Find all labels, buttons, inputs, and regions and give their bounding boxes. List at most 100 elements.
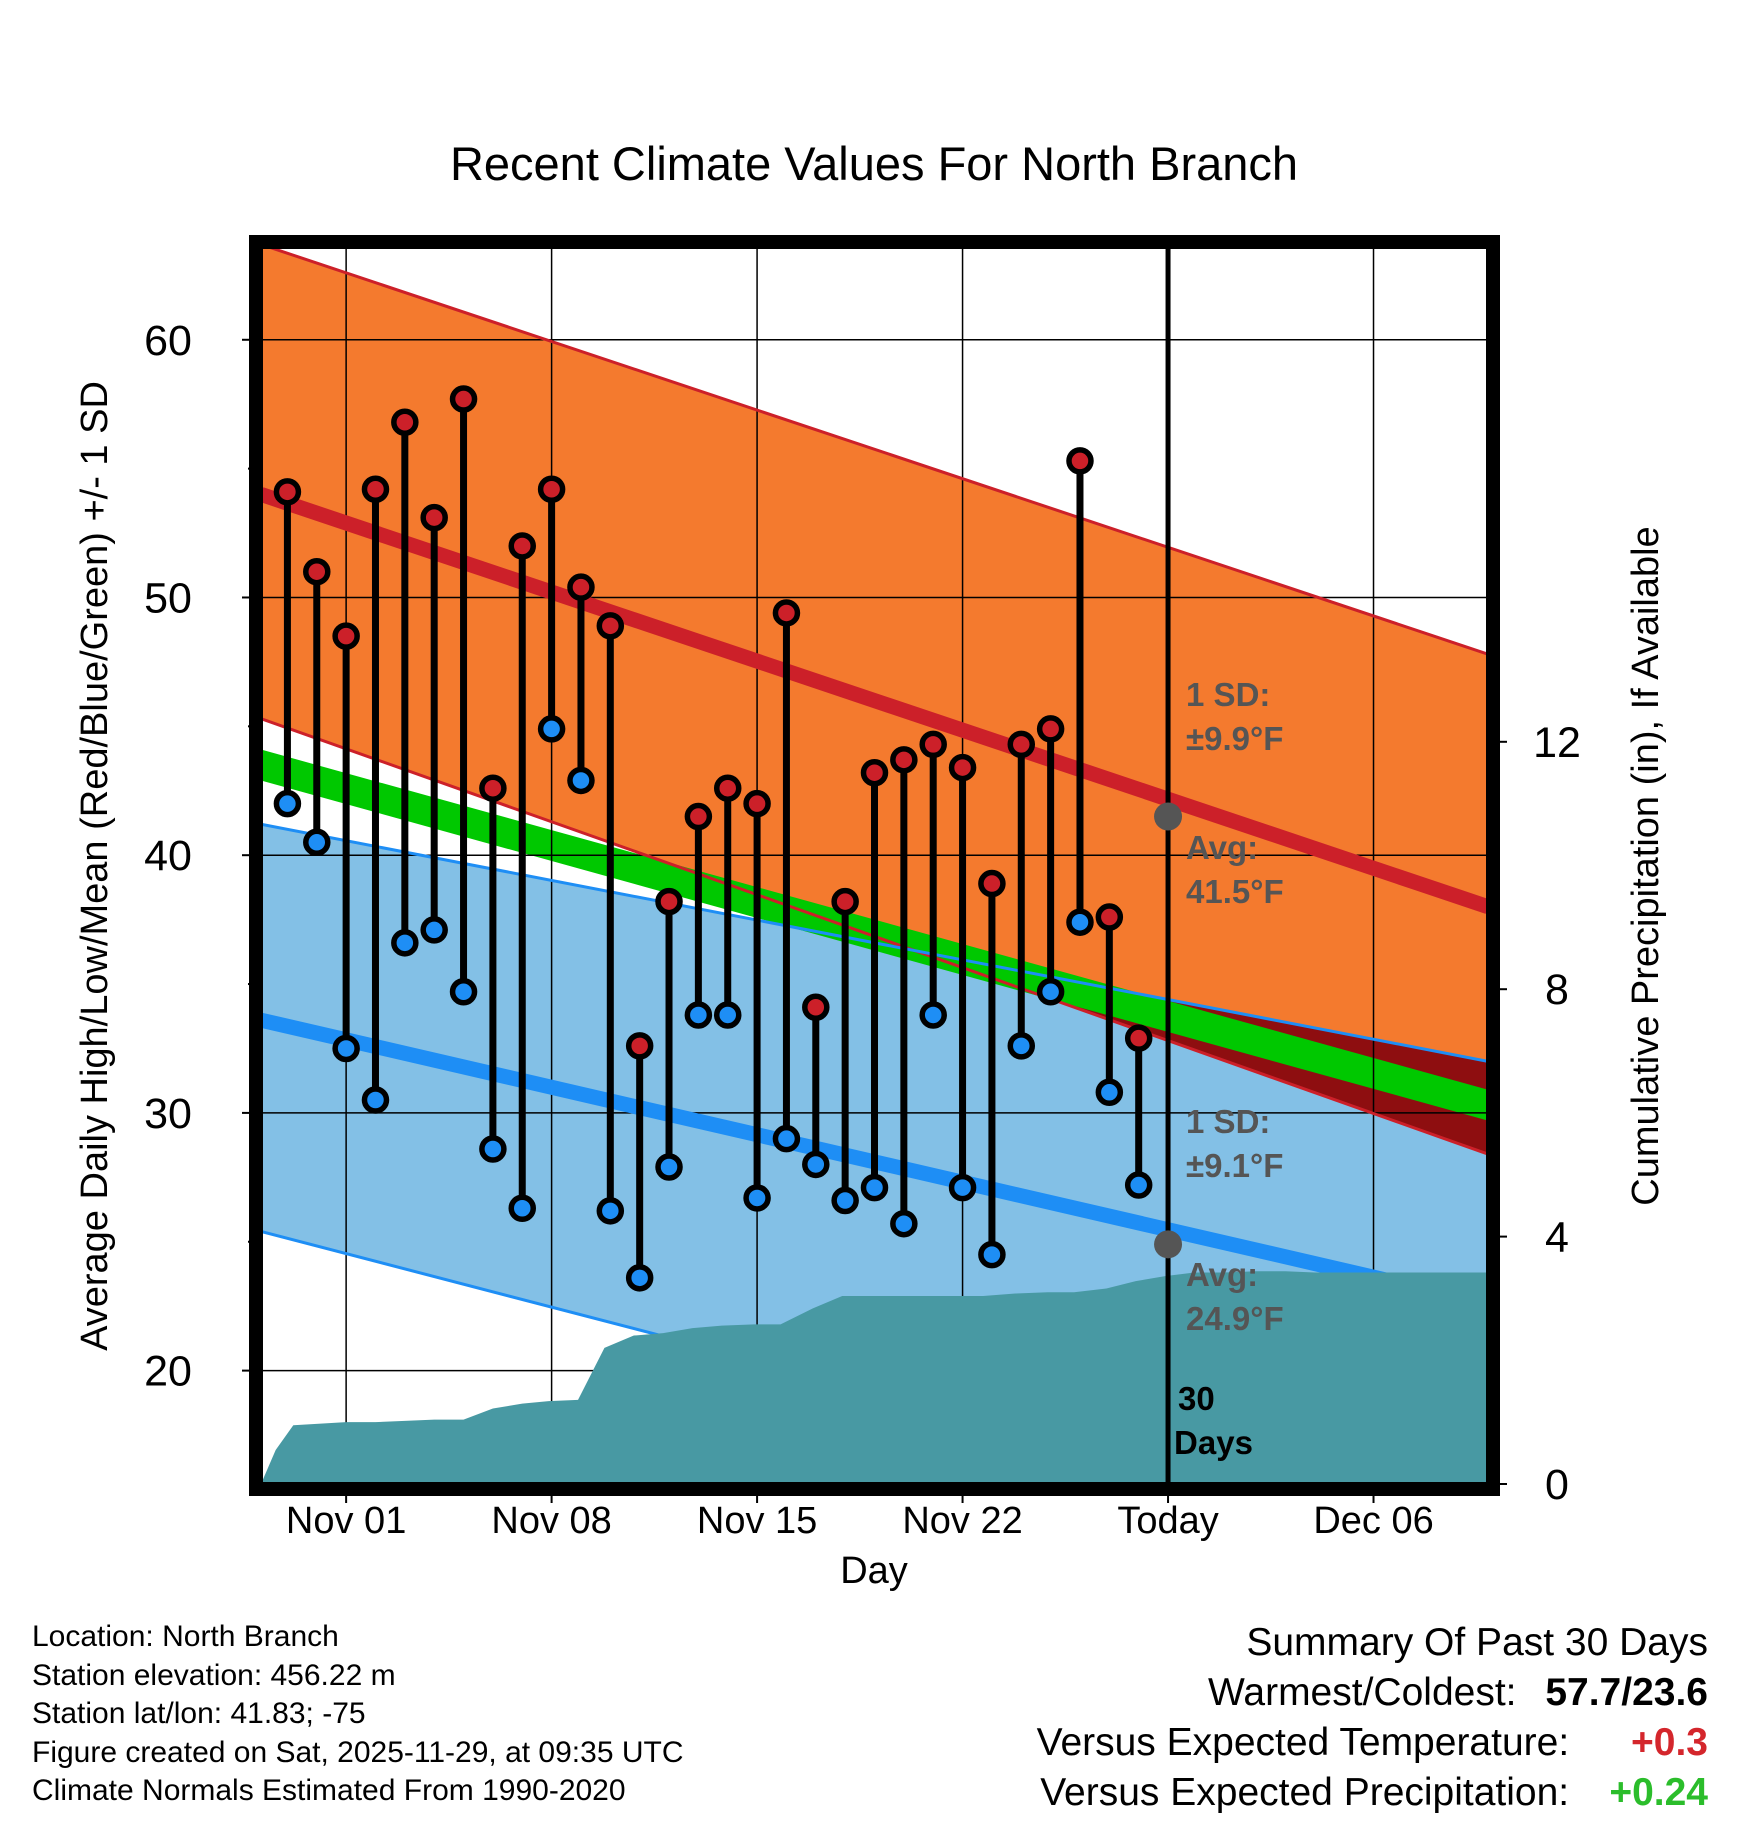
low-avg-label: Avg:: [1186, 1256, 1258, 1293]
daily-high-point: [1124, 1024, 1153, 1052]
temp-vs-expected-value: +0.3: [1631, 1721, 1708, 1764]
warm-cold-label: Warmest/Coldest:: [1208, 1671, 1517, 1714]
y-tick-label: 60: [144, 317, 192, 365]
summary-panel: Summary Of Past 30 Days Warmest/Coldest:…: [1037, 1618, 1708, 1818]
daily-low-point: [449, 978, 478, 1006]
daily-low-point: [743, 1184, 771, 1212]
daily-low-point: [1036, 978, 1065, 1006]
y-tick-label: 20: [144, 1348, 192, 1396]
daily-low-point: [508, 1194, 537, 1223]
y-tick-label: 50: [144, 574, 192, 622]
daily-high-point: [537, 475, 566, 503]
daily-low-point: [479, 1135, 507, 1163]
daily-low-point: [1066, 908, 1094, 936]
daily-high-point: [361, 475, 390, 503]
days-count-label: 30: [1178, 1380, 1215, 1417]
daily-low-point: [919, 1001, 947, 1029]
y2-tick-label: 8: [1545, 966, 1569, 1014]
location-text: Location: North Branch: [32, 1620, 339, 1653]
x-tick-label: Dec 06: [1313, 1500, 1433, 1542]
daily-low-point: [948, 1173, 977, 1202]
y2-tick-label: 0: [1545, 1461, 1569, 1509]
x-tick-label: Nov 22: [902, 1500, 1022, 1542]
daily-low-point: [1095, 1078, 1124, 1107]
summary-heading: Summary Of Past 30 Days: [1246, 1621, 1708, 1664]
y2-tick-label: 12: [1533, 719, 1581, 767]
created-text: Figure created on Sat, 2025-11-29, at 09…: [32, 1735, 684, 1769]
daily-low-point: [273, 789, 302, 818]
daily-low-point: [978, 1240, 1006, 1269]
daily-low-point: [420, 916, 448, 944]
x-tick-label: Nov 01: [286, 1500, 406, 1542]
daily-low-point: [303, 828, 331, 857]
latlon-text: Station lat/lon: 41.83; -75: [32, 1697, 366, 1730]
chart-title: Recent Climate Values For North Branch: [450, 137, 1298, 190]
daily-high-point: [860, 758, 889, 787]
y-axis-title: Average Daily High/Low/Mean (Red/Blue/Gr…: [74, 381, 116, 1351]
daily-high-point: [1066, 447, 1094, 475]
x-tick-label: Nov 08: [491, 1500, 611, 1542]
daily-high-point: [1036, 715, 1065, 743]
daily-high-point: [772, 599, 801, 627]
daily-high-point: [508, 532, 537, 560]
daily-high-point: [655, 887, 683, 916]
daily-high-point: [420, 503, 448, 532]
normals-text: Climate Normals Estimated From 1990-2020: [32, 1774, 626, 1807]
daily-high-point: [743, 789, 771, 818]
precip-vs-expected-value: +0.24: [1609, 1771, 1708, 1814]
low-avg-value: 24.9°F: [1186, 1300, 1284, 1337]
low-sd-label: 1 SD:: [1186, 1103, 1270, 1140]
daily-low-point: [391, 929, 419, 957]
daily-high-point: [273, 478, 302, 506]
summary-warm-cold-row: Warmest/Coldest: 57.7/23.6: [1037, 1668, 1708, 1718]
plot-frame: [249, 235, 1500, 1496]
daily-high-point: [479, 774, 507, 802]
daily-high-point: [890, 746, 918, 774]
y2-tick-label: 4: [1545, 1214, 1569, 1262]
daily-low-point: [625, 1264, 654, 1292]
high-avg-value: 41.5°F: [1186, 873, 1284, 910]
daily-high-point: [596, 612, 625, 640]
daily-high-point: [1007, 730, 1036, 759]
daily-high-point: [802, 993, 830, 1021]
low-avg-marker: [1154, 1230, 1183, 1259]
summary-temp-row: Versus Expected Temperature: +0.3: [1037, 1718, 1708, 1768]
x-tick-label: Nov 15: [697, 1500, 817, 1542]
y-tick-label: 30: [144, 1090, 192, 1138]
precipitation-area: [261, 1271, 1488, 1484]
days-word-label: Days: [1174, 1424, 1253, 1461]
daily-high-point: [567, 573, 595, 601]
climate-chart: Recent Climate Values For North Branch 1…: [74, 137, 1667, 1592]
daily-high-point: [919, 730, 947, 759]
daily-low-point: [772, 1124, 801, 1153]
daily-high-point: [303, 557, 331, 586]
daily-low-point: [860, 1173, 889, 1202]
daily-low-point: [596, 1197, 625, 1225]
high-sd-value: ±9.9°F: [1186, 720, 1283, 757]
daily-high-point: [332, 622, 360, 650]
daily-low-point: [802, 1150, 830, 1179]
y-tick-label: 40: [144, 832, 192, 880]
x-tick-label: Today: [1117, 1500, 1218, 1542]
daily-high-point: [391, 408, 419, 436]
daily-low-point: [890, 1209, 918, 1238]
station-info: Location: North Branch Station elevation…: [32, 1618, 684, 1811]
high-sd-label: 1 SD:: [1186, 676, 1270, 713]
daily-low-point: [332, 1034, 360, 1063]
daily-high-point: [978, 869, 1006, 898]
daily-low-point: [537, 715, 566, 743]
daily-low-point: [831, 1186, 859, 1215]
y2-axis-title: Cumulative Precipitation (in), If Availa…: [1625, 526, 1667, 1205]
daily-high-point: [948, 753, 977, 782]
high-avg-marker: [1154, 802, 1183, 831]
daily-high-point: [831, 887, 859, 916]
daily-high-point: [713, 774, 742, 802]
daily-high-point: [1095, 903, 1124, 931]
daily-high-point: [625, 1032, 654, 1060]
daily-high-point: [684, 802, 713, 831]
x-axis-title: Day: [840, 1550, 908, 1592]
high-avg-label: Avg:: [1186, 829, 1258, 866]
low-sd-value: ±9.1°F: [1186, 1147, 1283, 1184]
warm-cold-value: 57.7/23.6: [1545, 1671, 1708, 1714]
elevation-text: Station elevation: 456.22 m: [32, 1658, 396, 1692]
